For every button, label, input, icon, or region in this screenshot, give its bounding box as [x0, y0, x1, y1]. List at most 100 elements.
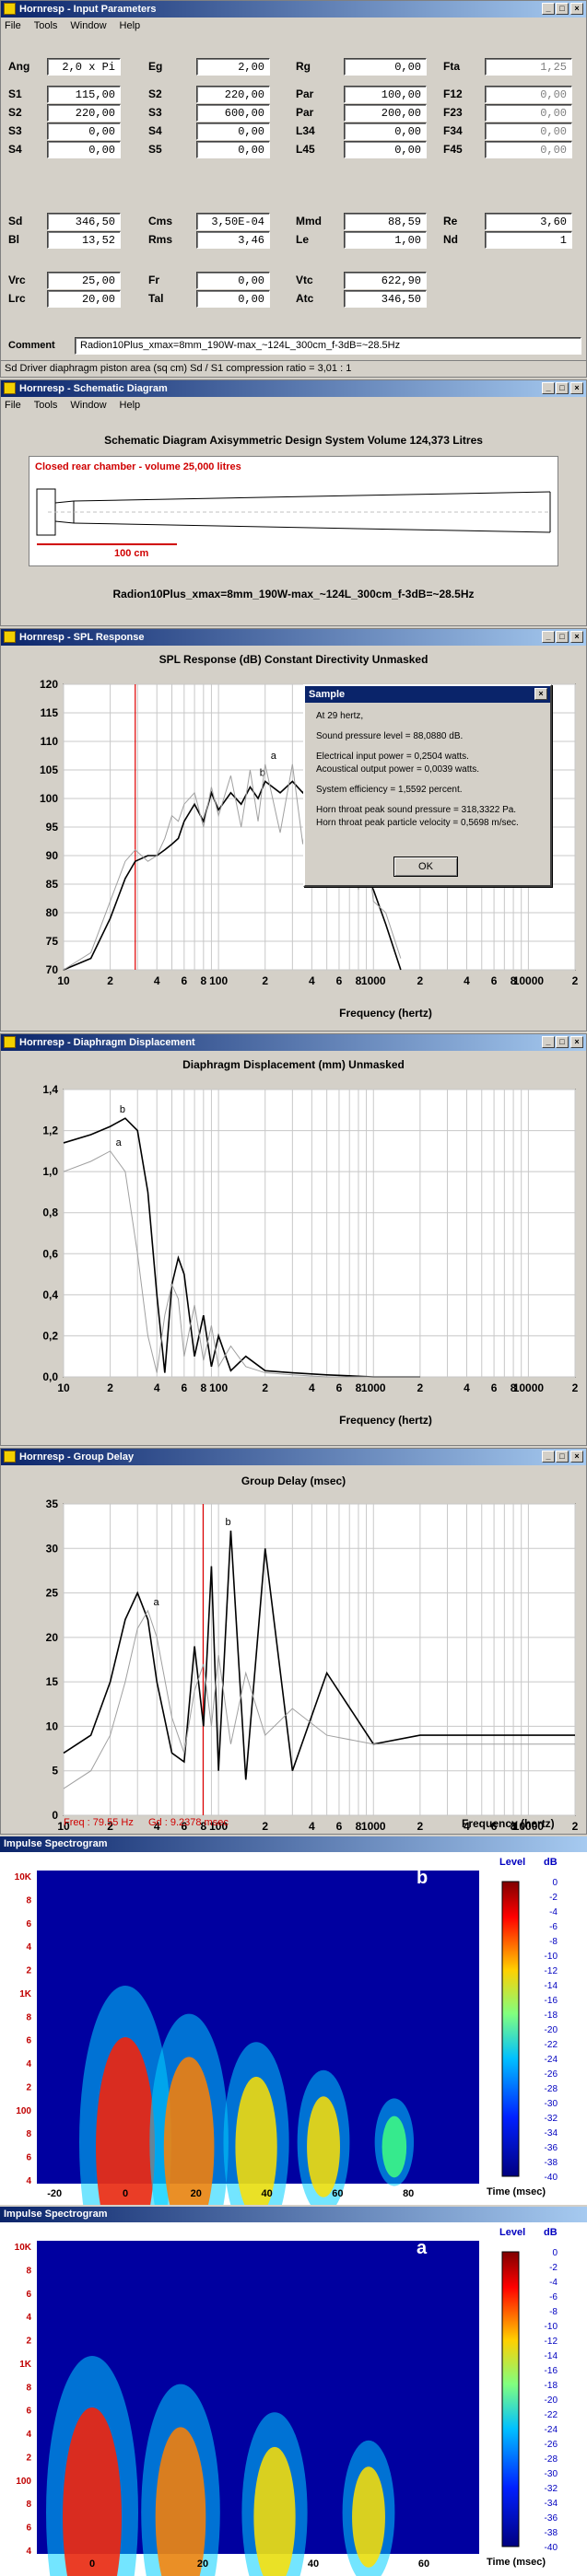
title-bar[interactable]: Impulse Spectrogram: [0, 1836, 587, 1852]
param-label: S3: [148, 106, 162, 119]
maximize-button[interactable]: □: [556, 382, 569, 394]
colorbar-tick-label: -4: [549, 2278, 558, 2288]
param-field[interactable]: 0,00: [344, 58, 427, 76]
y-tick-label: 5: [52, 1765, 58, 1778]
maximize-button[interactable]: □: [556, 1451, 569, 1463]
x-tick-label: 2: [107, 1381, 113, 1394]
close-button[interactable]: ×: [570, 382, 583, 394]
param-field[interactable]: 1: [485, 231, 572, 249]
title-bar[interactable]: Hornresp - Schematic Diagram _ □ ×: [1, 380, 586, 397]
series-line-a: [63, 1609, 575, 1789]
close-button[interactable]: ×: [570, 1036, 583, 1048]
param-field[interactable]: 1,00: [344, 231, 427, 249]
minimize-button[interactable]: _: [542, 3, 555, 15]
y-tick-label: 35: [46, 1498, 59, 1510]
colorbar-tick-label: -26: [545, 2440, 558, 2450]
menu-window[interactable]: Window: [70, 400, 107, 411]
param-field[interactable]: 3,46: [196, 231, 270, 249]
minimize-button[interactable]: _: [542, 631, 555, 643]
menu-bar: File Tools Window Help: [1, 397, 586, 414]
minimize-button[interactable]: _: [542, 1036, 555, 1048]
colorbar-tick-label: -24: [545, 2425, 558, 2435]
close-button[interactable]: ×: [570, 631, 583, 643]
menu-tools[interactable]: Tools: [33, 400, 58, 411]
param-field[interactable]: 600,00: [196, 104, 270, 122]
param-field[interactable]: 13,52: [47, 231, 121, 249]
param-label: Par: [296, 87, 314, 100]
minimize-button[interactable]: _: [542, 382, 555, 394]
dialog-close-button[interactable]: ×: [534, 688, 547, 700]
param-field[interactable]: 2,00: [196, 58, 270, 76]
schematic-header: Schematic Diagram Axisymmetric Design Sy…: [104, 434, 483, 447]
y-tick-label: 110: [41, 735, 59, 748]
param-field[interactable]: 0,00: [344, 122, 427, 140]
minimize-button[interactable]: _: [542, 1451, 555, 1463]
comment-field[interactable]: Radion10Plus_xmax=8mm_190W-max_~124L_300…: [75, 337, 581, 355]
title-bar[interactable]: Impulse Spectrogram: [0, 2207, 587, 2222]
param-field[interactable]: 1,25: [485, 58, 572, 76]
title-bar[interactable]: Hornresp - Input Parameters _ □ ×: [1, 1, 586, 17]
param-field[interactable]: 100,00: [344, 86, 427, 103]
maximize-button[interactable]: □: [556, 631, 569, 643]
param-field[interactable]: 115,00: [47, 86, 121, 103]
x-tick-label: 80: [403, 2188, 414, 2199]
param-field[interactable]: 0,00: [485, 141, 572, 158]
y-tick-label: 2: [26, 2453, 31, 2463]
colorbar-tick-label: -32: [545, 2484, 558, 2494]
param-field[interactable]: 0,00: [196, 141, 270, 158]
spectrogram-b[interactable]: 10K 8 6 4 2 1K 8 6 4 2 100 8 6 4 -20 0 20 40 60 80 0 -2 -4 -6 -8…: [0, 1852, 587, 2205]
x-tick-label: 6: [336, 1381, 343, 1394]
y-tick-label: 105: [40, 763, 58, 776]
title-bar[interactable]: Hornresp - Group Delay _ □ ×: [1, 1449, 586, 1465]
menu-file[interactable]: File: [5, 20, 21, 31]
maximize-button[interactable]: □: [556, 3, 569, 15]
x-tick-label: 10000: [513, 1381, 545, 1394]
param-field[interactable]: 0,00: [344, 141, 427, 158]
param-field[interactable]: 0,00: [196, 122, 270, 140]
param-field[interactable]: 0,00: [485, 122, 572, 140]
maximize-button[interactable]: □: [556, 1036, 569, 1048]
param-field[interactable]: 3,50E-04: [196, 213, 270, 230]
y-tick-label: 1,4: [42, 1083, 58, 1096]
dialog-line: [316, 743, 539, 751]
param-label: S4: [8, 143, 22, 156]
param-field[interactable]: 88,59: [344, 213, 427, 230]
spl-window: Hornresp - SPL Response _ □ × SPL Response…: [0, 628, 587, 1032]
ok-button[interactable]: OK: [393, 857, 458, 877]
param-field[interactable]: 220,00: [47, 104, 121, 122]
y-tick-label: 4: [26, 2059, 31, 2069]
close-button[interactable]: ×: [570, 3, 583, 15]
colorbar-tick-label: -18: [545, 2381, 558, 2391]
param-field[interactable]: 622,90: [344, 272, 427, 289]
scale-label: 100 cm: [114, 548, 149, 559]
param-field[interactable]: 0,00: [47, 141, 121, 158]
param-field[interactable]: 346,50: [47, 213, 121, 230]
close-button[interactable]: ×: [570, 1451, 583, 1463]
menu-file[interactable]: File: [5, 400, 21, 411]
menu-help[interactable]: Help: [119, 20, 141, 31]
param-field[interactable]: 220,00: [196, 86, 270, 103]
menu-tools[interactable]: Tools: [33, 20, 58, 31]
param-field[interactable]: 346,50: [344, 290, 427, 308]
param-field[interactable]: 2,0 x Pi: [47, 58, 121, 76]
param-field[interactable]: 20,00: [47, 290, 121, 308]
displacement-chart[interactable]: 0,00,20,40,60,81,01,21,410 2 4 6 8 100 2 4 6 8 100…: [1, 1051, 587, 1446]
param-field[interactable]: 0,00: [196, 290, 270, 308]
menu-help[interactable]: Help: [119, 400, 141, 411]
menu-window[interactable]: Window: [70, 20, 107, 31]
param-field[interactable]: 0,00: [485, 86, 572, 103]
y-tick-label: 75: [46, 935, 59, 948]
param-field[interactable]: 0,00: [47, 122, 121, 140]
param-label: L45: [296, 143, 315, 156]
param-field[interactable]: 200,00: [344, 104, 427, 122]
spectrogram-xlabel: Time (msec): [487, 2557, 546, 2568]
param-field[interactable]: 25,00: [47, 272, 121, 289]
title-bar[interactable]: Hornresp - SPL Response _ □ ×: [1, 629, 586, 646]
title-bar[interactable]: Hornresp - Diaphragm Displacement _ □ ×: [1, 1034, 586, 1051]
y-tick-label: 20: [46, 1631, 59, 1644]
param-field[interactable]: 0,00: [485, 104, 572, 122]
param-field[interactable]: 0,00: [196, 272, 270, 289]
param-field[interactable]: 3,60: [485, 213, 572, 230]
